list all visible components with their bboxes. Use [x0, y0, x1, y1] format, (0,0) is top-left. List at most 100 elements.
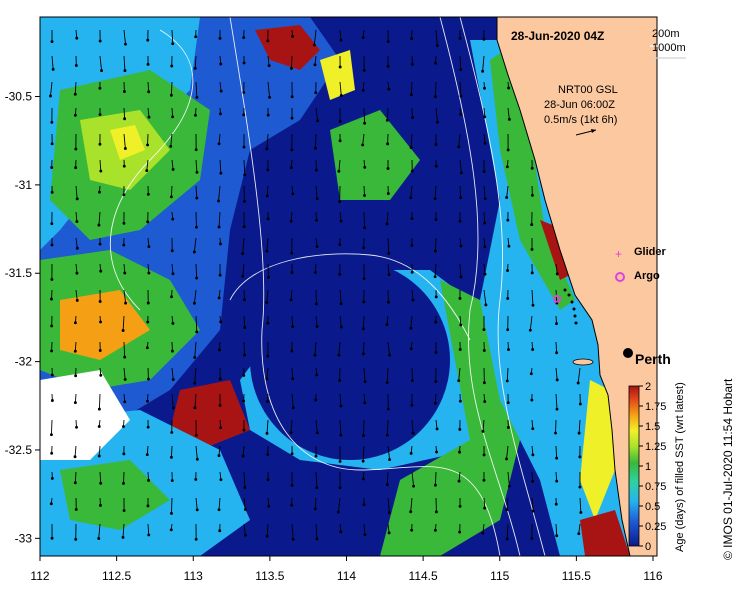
colorbar-tick-label: 1.5 [645, 421, 660, 433]
current-vector-head [363, 165, 367, 169]
current-vector-head [242, 113, 246, 117]
current-vector-head [73, 455, 77, 459]
current-vector-head [362, 68, 366, 72]
current-vector-head [51, 67, 55, 71]
current-vector-head [50, 399, 54, 402]
x-tick-label: 115.5 [562, 569, 591, 583]
current-vector [339, 419, 342, 436]
current-vector-head [195, 196, 199, 200]
current-vector [266, 289, 269, 303]
current-vector [146, 159, 149, 171]
x-tick-label: 115 [490, 569, 509, 583]
current-vector-head [577, 532, 581, 536]
current-vector-head [147, 115, 151, 119]
current-vector-head [458, 348, 462, 351]
current-vector-head [99, 269, 103, 273]
current-vector [266, 419, 269, 434]
glider-track [563, 288, 578, 325]
current-vector [242, 445, 245, 456]
current-vector-head [435, 450, 439, 454]
current-vector [290, 289, 293, 300]
current-vector-head [482, 37, 486, 41]
current-vector [218, 497, 221, 510]
current-vector-head [458, 399, 462, 403]
current-vector-head [192, 301, 196, 305]
current-vector-head [50, 349, 54, 353]
current-vector-head [412, 484, 416, 488]
current-vector [123, 367, 126, 380]
current-vector [123, 29, 126, 45]
current-vector-head [410, 403, 414, 407]
current-vector-head [218, 529, 222, 533]
current-vector-head [458, 530, 462, 534]
current-vector-head [146, 399, 149, 403]
current-vector [363, 185, 365, 196]
current-vector [75, 263, 78, 274]
current-vector-head [459, 68, 463, 71]
current-vector [555, 341, 558, 353]
current-vector [458, 133, 461, 147]
current-vector [531, 289, 534, 306]
current-source: NRT00 GSL [558, 84, 618, 96]
current-vector-head [363, 121, 367, 125]
current-vector [411, 289, 414, 301]
current-vector-head [507, 244, 511, 248]
current-vector [291, 315, 294, 327]
y-axis: -30.5 -31 -31.5 -32 -32.5 -33 [5, 90, 40, 545]
current-vector-head [388, 458, 392, 462]
current-vector-head [73, 113, 77, 117]
current-vector-head [530, 223, 534, 227]
current-vector-head [578, 485, 582, 489]
current-vector-head [338, 119, 342, 123]
current-time: 28-Jun 06:00Z [544, 99, 615, 111]
current-vector [363, 393, 366, 403]
perth-marker [623, 348, 633, 358]
current-vector-head [339, 404, 343, 408]
current-vector-head [50, 40, 54, 44]
current-vector-head [98, 190, 101, 194]
current-vector-head [506, 426, 510, 429]
current-vector-head [74, 147, 78, 151]
current-vector-head [482, 453, 486, 457]
current-vector-head [74, 537, 78, 541]
current-vector [315, 107, 319, 121]
current-vector [531, 497, 534, 512]
current-vector-head [73, 401, 77, 405]
current-vector [50, 419, 53, 435]
current-vector-head [361, 459, 365, 463]
current-vector-head [387, 300, 390, 304]
current-vector-head [339, 94, 343, 97]
current-vector-head [265, 249, 269, 253]
current-vector [315, 315, 318, 327]
current-vector-head [578, 402, 582, 406]
current-vector-head [243, 507, 247, 511]
current-vector-head [530, 398, 534, 402]
current-vector-head [410, 217, 414, 220]
current-vector-head [361, 143, 365, 147]
current-vector [411, 471, 415, 487]
current-vector [483, 133, 486, 144]
current-vector-head [411, 62, 414, 66]
current-vector-head [122, 509, 126, 513]
current-vector-head [171, 406, 175, 410]
current-vector [459, 315, 462, 325]
current-vector [410, 185, 413, 198]
current-vector-head [50, 190, 54, 194]
current-vector-head [434, 510, 438, 514]
current-vector-head [316, 119, 320, 123]
current-vector-head [123, 147, 127, 150]
current-vector-head [290, 148, 294, 152]
current-vector-head [242, 61, 246, 65]
current-vector [219, 81, 222, 92]
current-vector-head [98, 349, 102, 352]
current-vector [266, 523, 269, 537]
current-vector [266, 367, 269, 379]
current-vector [313, 29, 317, 46]
current-vector [315, 185, 318, 199]
current-vector-head [337, 169, 341, 173]
current-vector-head [123, 117, 127, 121]
current-vector-head [433, 528, 437, 532]
current-vector-head [409, 93, 413, 97]
current-vector-head [74, 166, 78, 170]
current-vector-head [483, 86, 486, 90]
